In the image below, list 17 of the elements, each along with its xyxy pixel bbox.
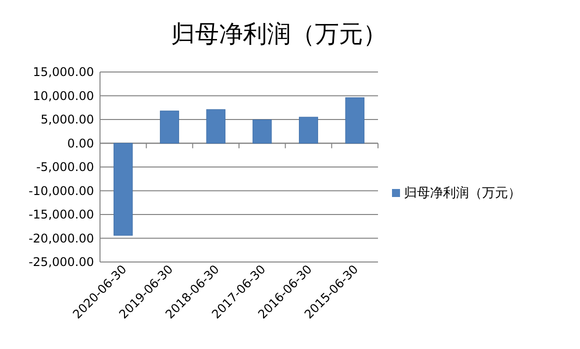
y-tick-label: -25,000.00: [28, 255, 94, 269]
y-tick-label: 10,000.00: [32, 88, 94, 103]
legend: 归母净利润（万元）: [392, 186, 521, 201]
bar: [160, 110, 180, 144]
bar: [206, 109, 226, 144]
y-tick-label: 5,000.00: [40, 112, 94, 126]
y-tick-label: -5,000.00: [36, 160, 94, 174]
y-tick-label: -15,000.00: [28, 208, 94, 222]
y-tick-label: -10,000.00: [28, 184, 94, 198]
bar: [114, 142, 133, 236]
bar: [252, 119, 272, 144]
y-tick-label: 0.00: [67, 136, 94, 150]
y-tick-label: -20,000.00: [28, 231, 94, 246]
y-tick-label: 15,000.00: [32, 65, 94, 79]
bar: [298, 116, 318, 144]
chart-title: 归母净利润（万元）: [171, 20, 387, 48]
bar: [345, 97, 364, 144]
